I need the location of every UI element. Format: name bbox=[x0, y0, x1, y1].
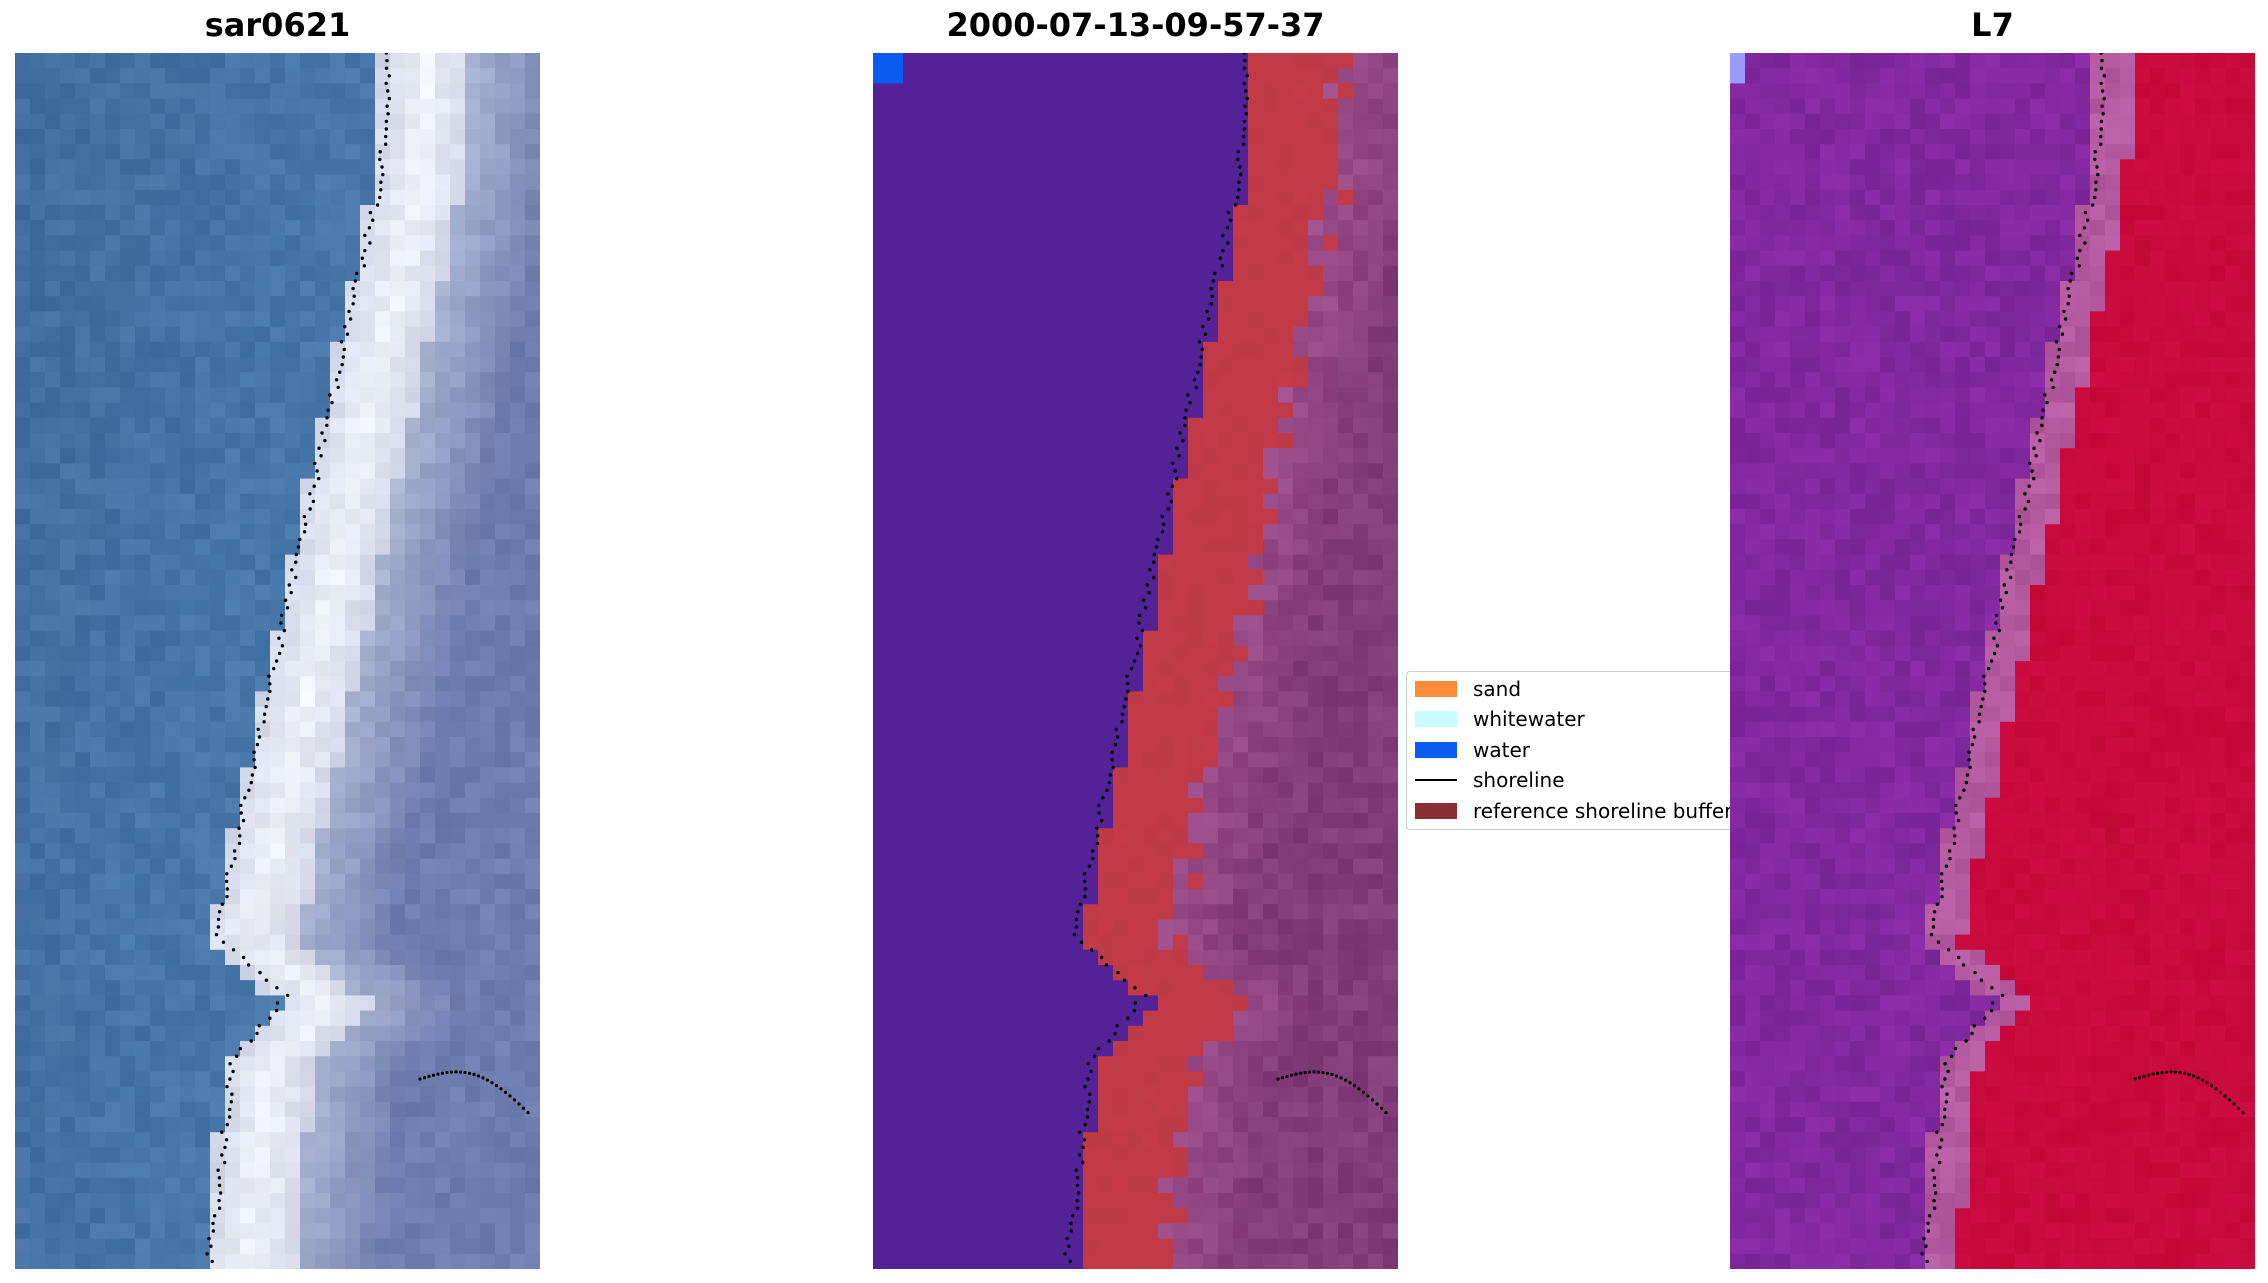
legend: sand whitewater water shoreline referenc… bbox=[1406, 671, 1731, 830]
legend-item-sand: sand bbox=[1415, 677, 1521, 701]
index-image-canvas bbox=[1730, 53, 2255, 1269]
shoreline-dots-index bbox=[1920, 53, 2245, 1264]
legend-item-shoreline: shoreline bbox=[1415, 768, 1565, 792]
panel-title-rgb: sar0621 bbox=[204, 6, 351, 44]
panel-title-classified: 2000-07-13-09-57-37 bbox=[946, 6, 1325, 44]
legend-label-shoreline: shoreline bbox=[1473, 768, 1565, 792]
legend-label-whitewater: whitewater bbox=[1473, 707, 1585, 731]
rgb-satellite-image bbox=[15, 53, 540, 1269]
classified-image-canvas bbox=[873, 53, 1398, 1269]
legend-item-water: water bbox=[1415, 738, 1530, 762]
legend-line-shoreline bbox=[1415, 779, 1457, 781]
legend-label-water: water bbox=[1473, 738, 1530, 762]
legend-item-reference-buffer: reference shoreline buffer bbox=[1415, 799, 1731, 823]
legend-label-sand: sand bbox=[1473, 677, 1522, 701]
shoreline-dots-rgb bbox=[205, 53, 530, 1264]
legend-swatch-reference-buffer bbox=[1415, 803, 1457, 819]
legend-swatch-whitewater bbox=[1415, 711, 1457, 727]
index-image bbox=[1730, 53, 2255, 1269]
classified-image bbox=[873, 53, 1398, 1269]
legend-swatch-water bbox=[1415, 742, 1457, 758]
legend-label-reference-buffer: reference shoreline buffer bbox=[1473, 799, 1731, 823]
rgb-image-canvas bbox=[15, 53, 540, 1269]
shoreline-dots-classified bbox=[1063, 53, 1388, 1264]
legend-item-whitewater: whitewater bbox=[1415, 707, 1585, 731]
panel-title-index: L7 bbox=[1971, 6, 2014, 44]
legend-swatch-sand bbox=[1415, 681, 1457, 697]
